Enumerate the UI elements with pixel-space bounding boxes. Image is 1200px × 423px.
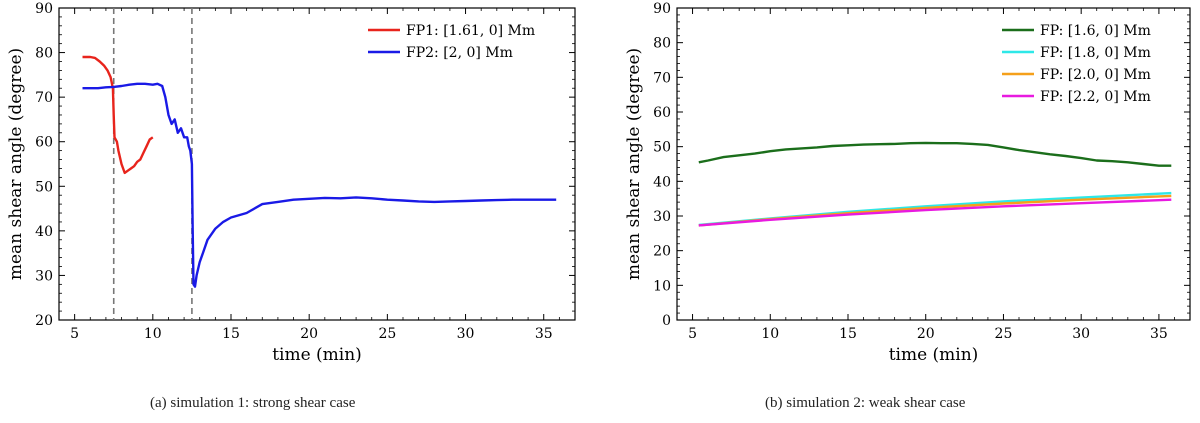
- x-tick-label: 25: [995, 326, 1013, 342]
- y-tick-label: 50: [653, 140, 671, 156]
- legend-label-2: FP: [1.8, 0] Mm: [1040, 45, 1151, 61]
- x-tick-label: 35: [535, 326, 553, 342]
- x-tick-label: 35: [1150, 326, 1168, 342]
- legend-label-3: FP: [2.0, 0] Mm: [1040, 67, 1151, 83]
- x-tick-label: 5: [70, 326, 79, 342]
- x-tick-label: 10: [144, 326, 162, 342]
- series-line-2: [82, 82, 557, 288]
- plot-frame: [58, 7, 576, 321]
- plot-frame: [676, 7, 1191, 321]
- x-tick-label: 10: [761, 326, 779, 342]
- y-tick-label: 70: [653, 70, 671, 86]
- chart-a: 5 10 15 20 25 30 35 20 30 40 50 60 70 80 90 time (min) m…: [6, 1, 576, 365]
- y-tick-label: 20: [35, 313, 53, 329]
- x-tick-label: 15: [839, 326, 857, 342]
- y-tick-label: 30: [35, 268, 53, 284]
- legend-label-1: FP: [1.6, 0] Mm: [1040, 23, 1151, 39]
- y-tick-label: 40: [35, 224, 53, 240]
- y-tick-label: 60: [653, 105, 671, 121]
- y-axis-label: mean shear angle (degree): [6, 48, 26, 280]
- y-tick-label: 70: [35, 90, 53, 106]
- y-tick-label: 20: [653, 244, 671, 260]
- x-tick-label: 30: [457, 326, 475, 342]
- y-tick-label: 80: [653, 36, 671, 52]
- y-tick-label: 50: [35, 179, 53, 195]
- y-axis-label: mean shear angle (degree): [624, 48, 644, 280]
- y-tick-label: 80: [35, 46, 53, 62]
- legend-label-1: FP1: [1.61, 0] Mm: [406, 23, 535, 39]
- x-tick-label: 30: [1072, 326, 1090, 342]
- y-tick-label: 90: [35, 1, 53, 17]
- y-tick-label: 0: [662, 313, 671, 329]
- x-axis-label: time (min): [889, 345, 979, 365]
- x-axis-label: time (min): [272, 345, 362, 365]
- y-tick-label: 60: [35, 135, 53, 151]
- series-line-4: [698, 198, 1172, 227]
- caption-a: (a) simulation 1: strong shear case: [150, 395, 356, 411]
- legend-label-2: FP2: [2, 0] Mm: [406, 45, 513, 61]
- caption-b: (b) simulation 2: weak shear case: [765, 395, 966, 411]
- y-tick-label: 40: [653, 174, 671, 190]
- series-line-1: [82, 55, 154, 175]
- legend-label-4: FP: [2.2, 0] Mm: [1040, 89, 1151, 105]
- x-tick-label: 20: [917, 326, 935, 342]
- x-tick-label: 5: [688, 326, 697, 342]
- y-tick-label: 10: [653, 278, 671, 294]
- series-line-1: [698, 141, 1172, 167]
- x-tick-label: 25: [378, 326, 396, 342]
- x-tick-label: 20: [300, 326, 318, 342]
- y-tick-label: 90: [653, 1, 671, 17]
- chart-b: 5 10 15 20 25 30 35 0 10 20 30 40 50 60 70 80 90 time (mi…: [624, 1, 1191, 365]
- x-tick-label: 15: [222, 326, 240, 342]
- y-tick-label: 30: [653, 209, 671, 225]
